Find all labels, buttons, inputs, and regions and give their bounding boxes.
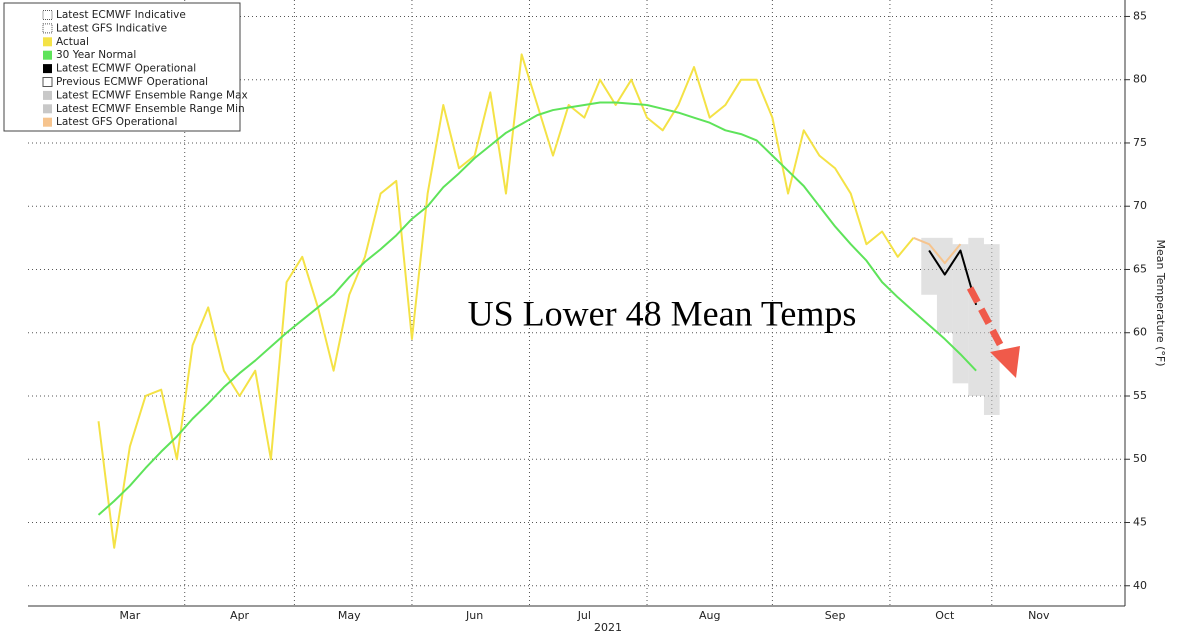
y-tick-label: 80 <box>1133 73 1147 86</box>
x-tick-label: Jun <box>465 609 483 622</box>
plot-area <box>28 0 1125 606</box>
legend-swatch <box>43 64 52 74</box>
y-tick-label: 40 <box>1133 579 1147 592</box>
legend-swatch <box>43 37 52 47</box>
legend-label: Actual <box>56 36 89 48</box>
legend-label: Previous ECMWF Operational <box>56 76 208 88</box>
y-tick-label: 75 <box>1133 136 1147 149</box>
series-line <box>913 236 962 265</box>
series-line <box>928 249 978 306</box>
ensemble-range <box>921 237 937 295</box>
x-tick-label: Mar <box>119 609 140 622</box>
y-tick-label: 55 <box>1133 389 1147 402</box>
legend-swatch <box>43 50 52 60</box>
legend-label: Latest GFS Operational <box>56 116 177 128</box>
x-tick-label: May <box>338 609 361 622</box>
y-tick-label: 85 <box>1133 9 1147 22</box>
chart-title: US Lower 48 Mean Temps <box>468 293 857 333</box>
legend-label: Latest ECMWF Operational <box>56 63 196 75</box>
arrow <box>966 286 1020 378</box>
ensemble-range <box>936 237 953 333</box>
legend-swatch <box>43 104 52 114</box>
y-tick-label: 65 <box>1133 262 1147 275</box>
series-line <box>97 53 915 549</box>
x-tick-label: Aug <box>699 609 720 622</box>
legend-label: Latest ECMWF Indicative <box>56 9 186 21</box>
legend-swatch <box>42 77 53 87</box>
x-tick-label: Oct <box>935 609 955 622</box>
series-line <box>97 101 977 516</box>
y-tick-label: 50 <box>1133 452 1147 465</box>
x-axis-label: 2021 <box>594 621 622 634</box>
ensemble-range <box>968 237 984 396</box>
legend-label: Latest ECMWF Ensemble Range Max <box>56 89 248 101</box>
ensemble-range <box>952 244 969 384</box>
legend-swatch <box>42 10 53 20</box>
legend-label: 30 Year Normal <box>56 49 136 61</box>
legend-swatch <box>43 117 52 127</box>
ensemble-range <box>983 244 1000 415</box>
y-tick-label: 45 <box>1133 516 1147 529</box>
y-tick-label: 60 <box>1133 326 1147 339</box>
x-tick-label: Nov <box>1028 609 1050 622</box>
legend-label: Latest ECMWF Ensemble Range Min <box>56 103 245 115</box>
legend-swatch <box>43 90 52 100</box>
x-tick-label: Apr <box>230 609 250 622</box>
x-tick-label: Sep <box>825 609 846 622</box>
legend-label: Latest GFS Indicative <box>56 22 167 34</box>
y-axis-label: Mean Temperature (°F) <box>1154 239 1167 366</box>
legend-swatch <box>42 23 53 34</box>
x-tick-label: Jul <box>577 609 591 622</box>
y-tick-label: 70 <box>1133 199 1147 212</box>
